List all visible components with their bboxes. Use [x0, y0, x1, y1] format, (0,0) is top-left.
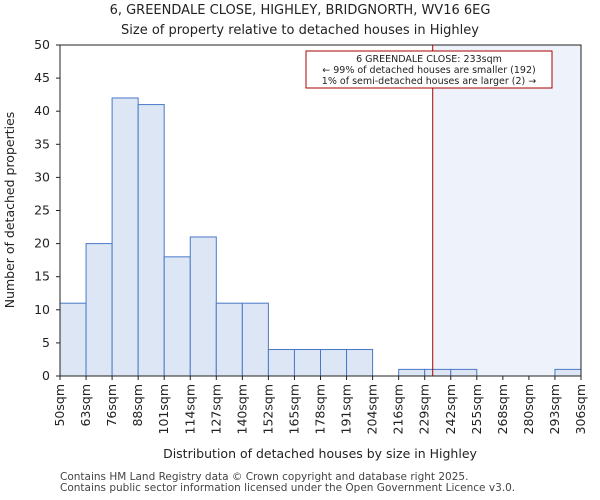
- x-tick-label: 255sqm: [469, 384, 484, 434]
- bar: [398, 368, 426, 377]
- x-tick-label: 50sqm: [52, 384, 67, 427]
- x-tick-label: 165sqm: [286, 384, 301, 434]
- x-tick-label: 293sqm: [547, 384, 562, 434]
- y-tick-label: 35: [34, 136, 50, 151]
- bar: [554, 368, 582, 377]
- bar: [267, 349, 295, 377]
- chart-subtitle: Size of property relative to detached ho…: [121, 23, 479, 38]
- y-tick-label: 0: [42, 368, 50, 383]
- bar: [215, 302, 243, 377]
- x-tick-label: 178sqm: [313, 384, 328, 434]
- y-axis-label: Number of detached properties: [2, 112, 17, 309]
- x-tick-label: 216sqm: [391, 384, 406, 434]
- x-tick-label: 242sqm: [443, 384, 458, 434]
- x-tick-label: 127sqm: [208, 384, 223, 434]
- x-tick-label: 88sqm: [130, 384, 145, 427]
- x-axis-label: Distribution of detached houses by size …: [163, 446, 477, 461]
- chart-title-block: 6, GREENDALE CLOSE, HIGHLEY, BRIDGNORTH,…: [0, 0, 600, 40]
- y-tick-label: 30: [34, 169, 50, 184]
- bar: [293, 349, 322, 377]
- footer: Contains HM Land Registry data © Crown c…: [60, 472, 515, 494]
- y-tick-label: 20: [34, 236, 50, 251]
- bar: [111, 97, 139, 377]
- footer-line-2: Contains public sector information licen…: [60, 482, 516, 494]
- x-tick-label: 204sqm: [365, 384, 380, 434]
- bar: [320, 349, 348, 377]
- x-tick-label: 101sqm: [156, 384, 171, 434]
- bar: [450, 368, 478, 377]
- x-tick-label: 229sqm: [417, 384, 432, 434]
- x-tick-label: 63sqm: [78, 384, 93, 427]
- x-tick-label: 152sqm: [260, 384, 275, 434]
- bar: [189, 236, 217, 377]
- y-tick-label: 45: [34, 70, 50, 85]
- x-tick-label: 268sqm: [495, 384, 510, 434]
- bar: [85, 243, 113, 377]
- annotation-box: [305, 50, 553, 89]
- bar: [346, 349, 374, 377]
- x-tick-label: 140sqm: [234, 384, 249, 434]
- chart-title: 6, GREENDALE CLOSE, HIGHLEY, BRIDGNORTH,…: [109, 3, 491, 18]
- y-tick-label: 40: [34, 103, 50, 118]
- bar: [241, 302, 269, 377]
- footer-line-1: Contains HM Land Registry data © Crown c…: [60, 471, 469, 483]
- x-tick-label: 114sqm: [182, 384, 197, 434]
- annotation-line: ← 99% of detached houses are smaller (19…: [322, 65, 535, 76]
- y-tick-label: 10: [34, 302, 50, 317]
- bar: [59, 302, 87, 377]
- bar: [137, 104, 165, 377]
- x-tick-label: 191sqm: [339, 384, 354, 434]
- x-tick-label: 306sqm: [573, 384, 588, 434]
- x-tick-label: 76sqm: [104, 384, 119, 427]
- highlight-region: [432, 45, 581, 376]
- bar: [163, 256, 191, 377]
- annotation-line: 1% of semi-detached houses are larger (2…: [322, 76, 536, 87]
- y-tick-label: 50: [34, 37, 50, 52]
- y-tick-label: 15: [34, 269, 50, 284]
- bar: [424, 368, 452, 377]
- y-tick-label: 25: [34, 203, 50, 218]
- annotation-line: 6 GREENDALE CLOSE: 233sqm: [356, 54, 502, 65]
- x-tick-label: 280sqm: [521, 384, 536, 434]
- y-tick-label: 5: [42, 335, 50, 350]
